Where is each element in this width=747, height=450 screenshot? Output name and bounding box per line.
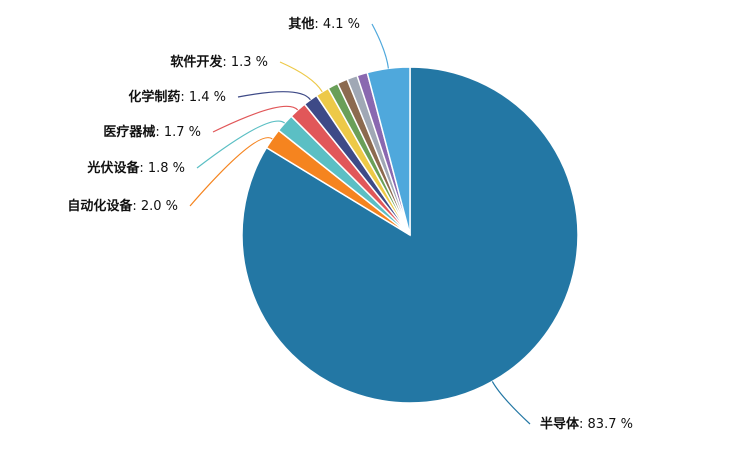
label-category: 化学制药 — [128, 89, 180, 105]
label-value: : 1.3 % — [222, 55, 268, 70]
label-category: 自动化设备 — [67, 198, 133, 214]
label-category: 医疗器械 — [103, 124, 155, 140]
leader-line — [189, 137, 273, 207]
label-category: 软件开发 — [170, 54, 223, 70]
data-label: 化学制药: 1.4 % — [128, 89, 226, 105]
leader-line — [279, 61, 323, 93]
label-category: 半导体 — [540, 416, 580, 432]
data-label: 医疗器械: 1.7 % — [103, 124, 201, 140]
leader-line — [196, 120, 286, 169]
label-category: 光伏设备 — [86, 160, 140, 176]
leader-line — [491, 381, 531, 425]
pie-slice — [366, 66, 411, 236]
data-label: 半导体: 83.7 % — [540, 416, 633, 432]
data-label: 软件开发: 1.3 % — [170, 54, 268, 70]
leader-line — [212, 105, 299, 133]
data-label: 自动化设备: 2.0 % — [67, 198, 178, 214]
label-value: : 83.7 % — [579, 417, 633, 432]
label-value: : 2.0 % — [132, 199, 178, 214]
leader-line — [371, 23, 390, 69]
label-value: : 1.4 % — [180, 90, 226, 105]
leader-line — [237, 91, 311, 101]
data-label: 光伏设备: 1.8 % — [86, 160, 185, 176]
data-label: 其他: 4.1 % — [288, 16, 360, 32]
label-value: : 1.7 % — [155, 125, 201, 140]
label-category: 其他 — [288, 16, 314, 32]
label-value: : 1.8 % — [139, 161, 185, 176]
label-value: : 4.1 % — [314, 17, 360, 32]
